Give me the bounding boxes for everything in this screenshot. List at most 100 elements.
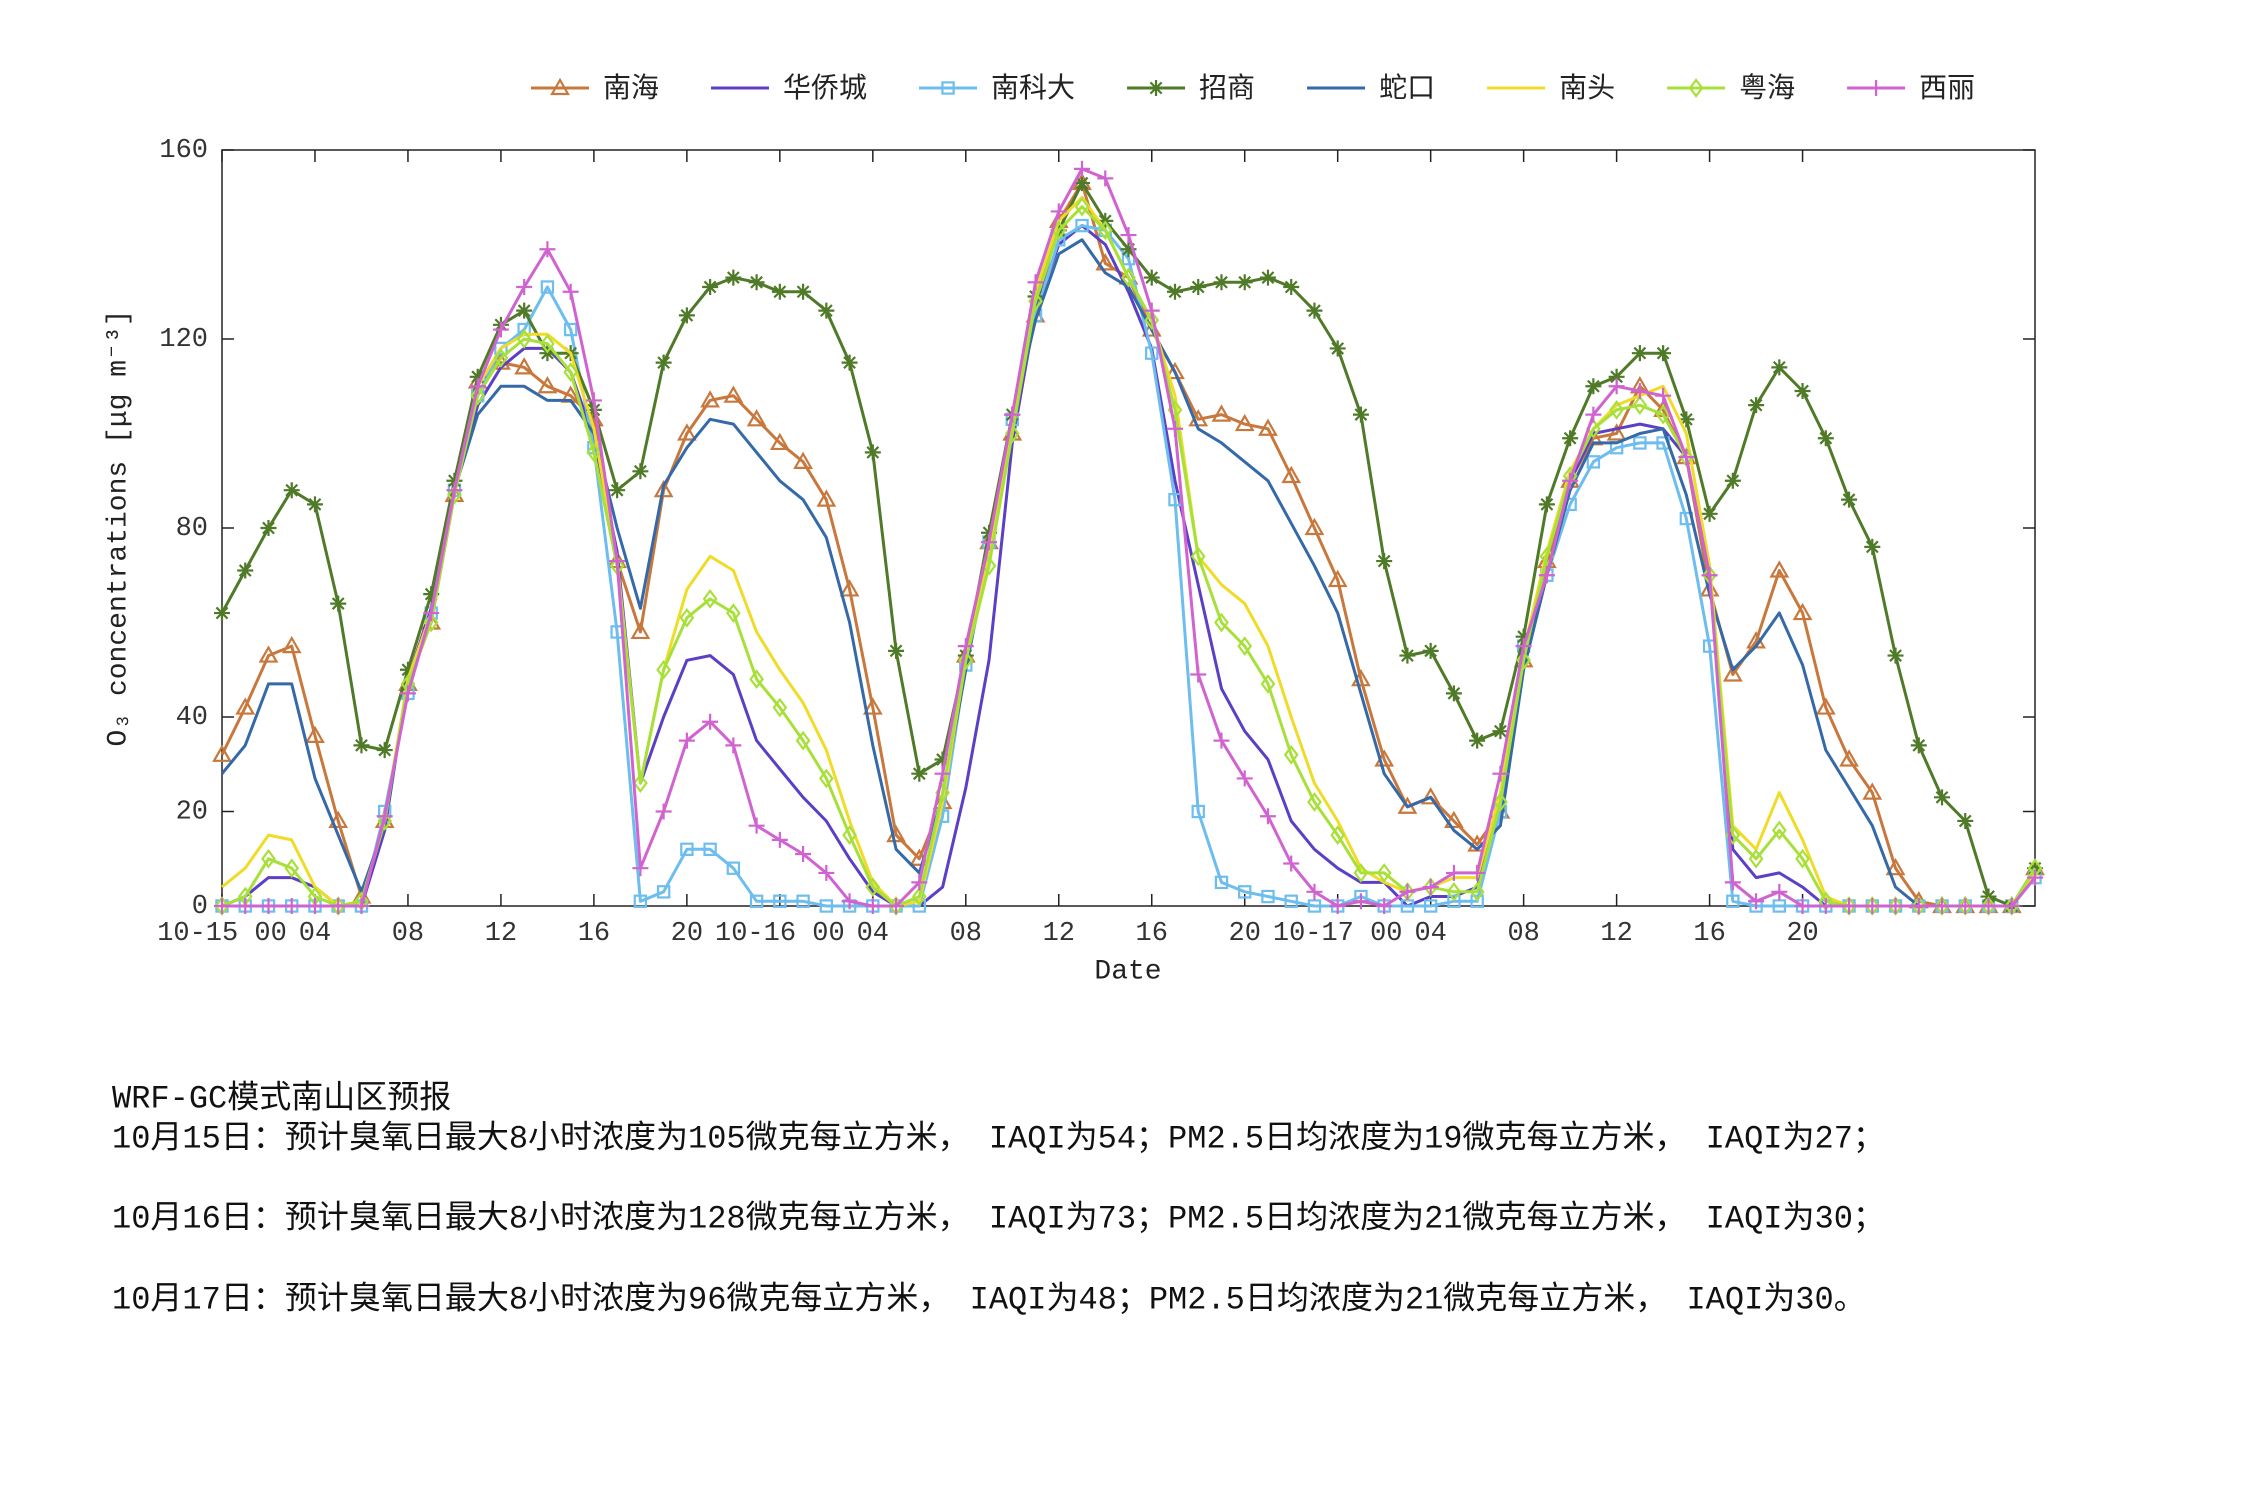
marker [376, 742, 393, 759]
marker [1399, 647, 1416, 664]
marker [702, 713, 719, 730]
marker [1214, 875, 1229, 890]
marker [1259, 808, 1276, 825]
legend-label: 蛇口 [1379, 71, 1435, 104]
marker [1075, 218, 1089, 233]
marker [911, 874, 928, 891]
marker [655, 354, 672, 371]
marker [1885, 857, 1906, 876]
marker [1353, 863, 1369, 883]
marker [725, 737, 742, 754]
x-tick-label: 12 [1043, 919, 1075, 949]
marker [516, 329, 532, 349]
marker [748, 274, 765, 291]
marker [1352, 406, 1369, 423]
marker [1585, 378, 1602, 395]
marker [1562, 472, 1579, 489]
legend-label: 南海 [603, 71, 659, 104]
marker [934, 765, 951, 782]
x-tick-label: 16 [578, 919, 610, 949]
marker [306, 898, 323, 914]
marker [1074, 196, 1090, 217]
marker [1862, 782, 1883, 800]
marker [1794, 382, 1811, 399]
marker [540, 333, 555, 354]
marker [771, 283, 788, 300]
marker [469, 378, 486, 395]
marker [1934, 789, 1951, 806]
legend-label: 西丽 [1919, 71, 1975, 104]
x-tick-label: 04 [299, 919, 331, 949]
marker [1238, 885, 1252, 899]
marker [492, 321, 509, 338]
marker [1234, 413, 1255, 432]
marker [1815, 697, 1836, 715]
x-tick-label: 08 [392, 919, 424, 949]
marker [1213, 274, 1230, 291]
marker [585, 392, 602, 409]
marker [911, 886, 927, 907]
marker [353, 898, 370, 914]
marker [678, 307, 695, 324]
marker [1330, 825, 1346, 845]
marker [1283, 744, 1299, 765]
marker [258, 645, 279, 663]
marker [1562, 430, 1579, 447]
marker [1284, 894, 1298, 908]
marker [1306, 302, 1323, 319]
marker [260, 520, 277, 536]
marker [1283, 279, 1300, 296]
x-tick-label: 08 [950, 919, 982, 949]
marker [1237, 636, 1253, 656]
marker [283, 482, 300, 499]
marker [773, 894, 787, 908]
marker [1771, 883, 1788, 900]
marker [1538, 496, 1555, 513]
marker [1120, 241, 1137, 258]
marker [1260, 674, 1276, 694]
legend-item: 西丽 [1847, 71, 1975, 104]
marker [235, 697, 256, 715]
marker [1957, 898, 1974, 914]
marker [305, 725, 325, 744]
marker [1376, 553, 1393, 570]
marker [1586, 455, 1601, 469]
marker [212, 744, 232, 762]
marker [818, 302, 835, 319]
marker [957, 638, 974, 655]
marker [1327, 569, 1348, 588]
marker [1422, 642, 1439, 659]
marker [864, 444, 881, 461]
marker [1148, 80, 1165, 96]
marker [700, 390, 721, 408]
marker [862, 697, 883, 715]
marker [1050, 203, 1067, 220]
marker [1236, 770, 1253, 787]
legend-item: 蛇口 [1307, 71, 1435, 104]
legend-label: 粤海 [1739, 71, 1795, 104]
marker [632, 463, 649, 480]
marker [1609, 400, 1624, 420]
legend-item: 南科大 [919, 71, 1075, 104]
marker [819, 899, 834, 913]
marker [1190, 279, 1207, 296]
marker [818, 768, 834, 789]
marker [423, 605, 440, 622]
x-tick-label: 16 [1693, 919, 1725, 949]
marker [1259, 269, 1276, 286]
marker [399, 661, 416, 678]
legend-label: 南头 [1559, 71, 1615, 104]
x-tick-label: 20 [671, 919, 703, 949]
marker [306, 496, 323, 513]
marker [1145, 346, 1159, 360]
marker [261, 848, 276, 869]
marker [1281, 465, 1302, 484]
marker [678, 732, 695, 749]
marker [284, 858, 300, 879]
marker [633, 773, 648, 793]
marker [493, 348, 509, 368]
marker [1701, 567, 1718, 584]
marker [537, 376, 558, 394]
x-tick-label: 20 [1229, 919, 1261, 949]
marker [1769, 560, 1790, 578]
